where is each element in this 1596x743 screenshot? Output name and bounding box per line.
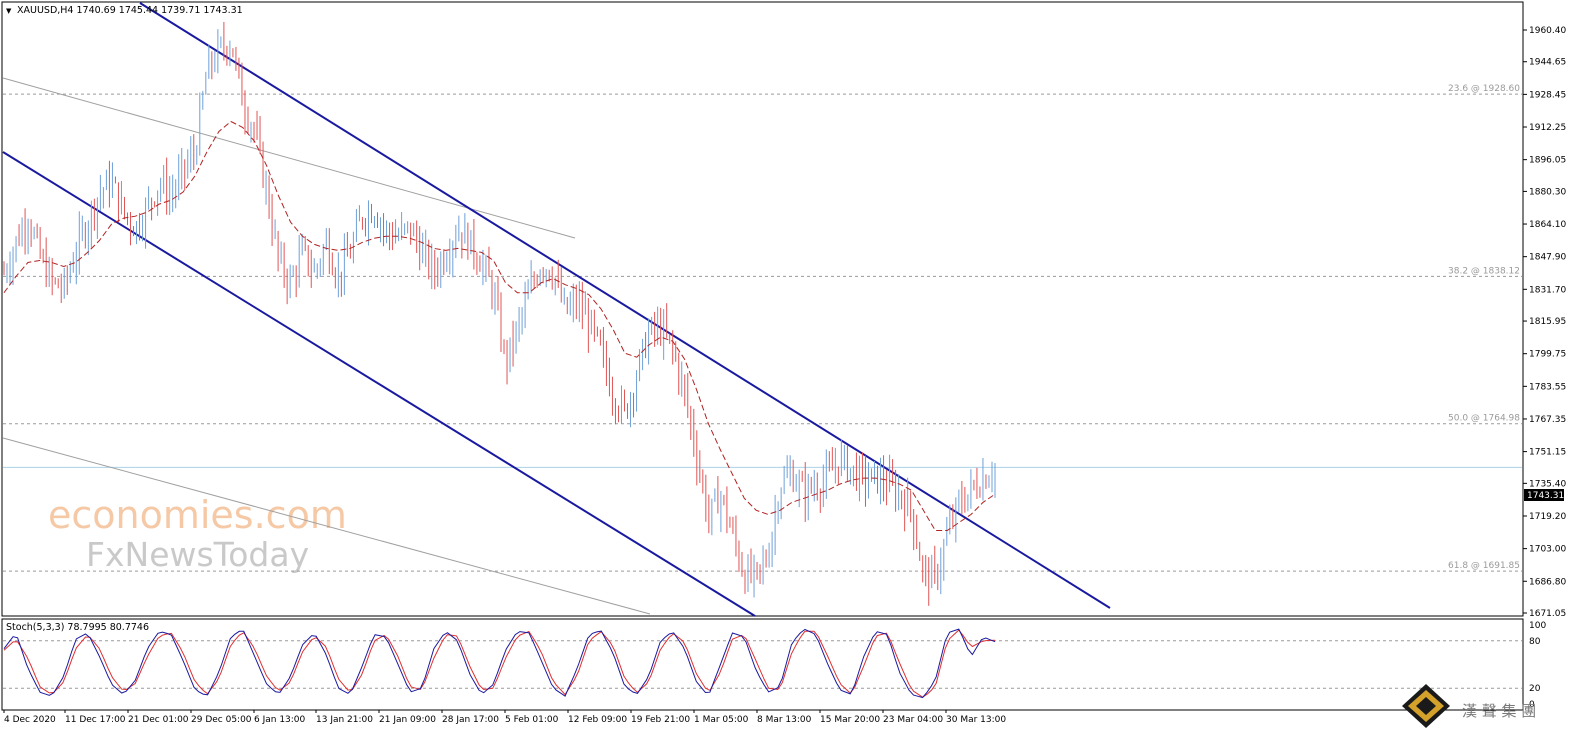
price-tick-label: 1896.05 — [1529, 156, 1566, 166]
chart-menu-icon[interactable]: ▼ — [6, 7, 12, 15]
channel-lower-line[interactable] — [2, 151, 756, 617]
channel-upper-line[interactable] — [139, 2, 1111, 609]
time-tick-label: 6 Jan 13:00 — [254, 715, 306, 725]
price-tick-label: 1847.90 — [1529, 253, 1566, 263]
stoch-main-line — [3, 628, 996, 699]
price-tick-label: 1880.30 — [1529, 187, 1566, 197]
watermark-line1: economies.com — [48, 493, 347, 537]
current-price-label: 1743.31 — [1527, 491, 1564, 501]
time-tick-label: 8 Mar 13:00 — [757, 715, 812, 725]
stoch-tick-label: 80 — [1529, 637, 1541, 647]
time-tick-label: 29 Dec 05:00 — [191, 715, 252, 725]
time-axis: 4 Dec 2020 11 Dec 17:00 21 Dec 01:00 29 Dec… — [3, 710, 1006, 725]
price-tick-label: 1686.80 — [1529, 577, 1566, 587]
price-tick-label: 1671.05 — [1529, 609, 1566, 619]
trend-line-lower-gray[interactable] — [2, 437, 651, 615]
fibonacci-levels: 23.6 @ 1928.60 38.2 @ 1838.12 50.0 @ 1764.… — [3, 84, 1522, 572]
price-tick-label: 1719.20 — [1529, 512, 1566, 522]
time-tick-label: 4 Dec 2020 — [4, 715, 56, 725]
time-tick-label: 19 Feb 21:00 — [631, 715, 690, 725]
time-tick-label: 12 Feb 09:00 — [568, 715, 627, 725]
price-tick-label: 1815.95 — [1529, 317, 1566, 327]
price-tick-label: 1928.45 — [1529, 90, 1566, 100]
time-tick-label: 13 Jan 21:00 — [316, 715, 373, 725]
stochastic-oscillator: 100 80 20 0 — [3, 621, 1546, 710]
moving-average-line — [3, 120, 996, 531]
time-tick-label: 1 Mar 05:00 — [694, 715, 749, 725]
time-tick-label: 5 Feb 01:00 — [505, 715, 559, 725]
price-tick-label: 1960.40 — [1529, 26, 1566, 36]
fib-level-label: 38.2 @ 1838.12 — [1448, 266, 1520, 276]
stoch-header: Stoch(5,3,3) 78.7995 80.7746 — [6, 622, 149, 633]
watermark: economies.com FxNewsToday — [48, 493, 347, 574]
fib-level-label: 61.8 @ 1691.85 — [1448, 561, 1520, 571]
time-tick-label: 23 Mar 04:00 — [883, 715, 943, 725]
trend-lines — [2, 2, 1111, 617]
time-tick-label: 21 Jan 09:00 — [379, 715, 436, 725]
moving-average — [3, 120, 996, 531]
fib-level-label: 23.6 @ 1928.60 — [1448, 84, 1520, 94]
time-tick-label: 15 Mar 20:00 — [820, 715, 880, 725]
price-tick-label: 1703.00 — [1529, 545, 1566, 555]
time-tick-label: 21 Dec 01:00 — [128, 715, 189, 725]
stoch-panel-frame — [1, 618, 1524, 711]
stoch-tick-label: 0 — [1529, 700, 1535, 710]
stoch-tick-label: 100 — [1529, 621, 1546, 631]
stoch-signal-line — [3, 629, 996, 698]
price-tick-label: 1864.10 — [1529, 220, 1566, 230]
trend-line-upper-gray[interactable] — [2, 77, 576, 239]
price-axis: 1960.40 1944.65 1928.45 1912.25 1896.05 1880.… — [1523, 26, 1566, 619]
price-tick-label: 1751.15 — [1529, 448, 1566, 458]
stoch-tick-label: 20 — [1529, 684, 1541, 694]
brand-text: 漢 聲 集 團 — [1462, 702, 1536, 720]
price-tick-label: 1799.75 — [1529, 350, 1566, 360]
diamond-logo-icon — [1402, 684, 1450, 728]
price-tick-label: 1912.25 — [1529, 123, 1566, 133]
chart-header: XAUUSD,H4 1740.69 1745.44 1739.71 1743.3… — [17, 5, 243, 16]
fib-level-label: 50.0 @ 1764.98 — [1448, 414, 1520, 424]
brand-logo: 漢 聲 集 團 — [1402, 684, 1536, 728]
time-tick-label: 11 Dec 17:00 — [65, 715, 126, 725]
price-tick-label: 1767.35 — [1529, 415, 1566, 425]
current-price-marker: 1743.31 — [1524, 489, 1564, 501]
price-tick-label: 1783.55 — [1529, 382, 1566, 392]
price-bars — [3, 21, 996, 606]
main-panel-frame — [1, 1, 1524, 617]
time-tick-label: 28 Jan 17:00 — [442, 715, 499, 725]
price-tick-label: 1944.65 — [1529, 58, 1566, 68]
price-tick-label: 1735.40 — [1529, 479, 1566, 489]
price-tick-label: 1831.70 — [1529, 285, 1566, 295]
watermark-line2: FxNewsToday — [86, 535, 309, 574]
time-tick-label: 30 Mar 13:00 — [946, 715, 1006, 725]
